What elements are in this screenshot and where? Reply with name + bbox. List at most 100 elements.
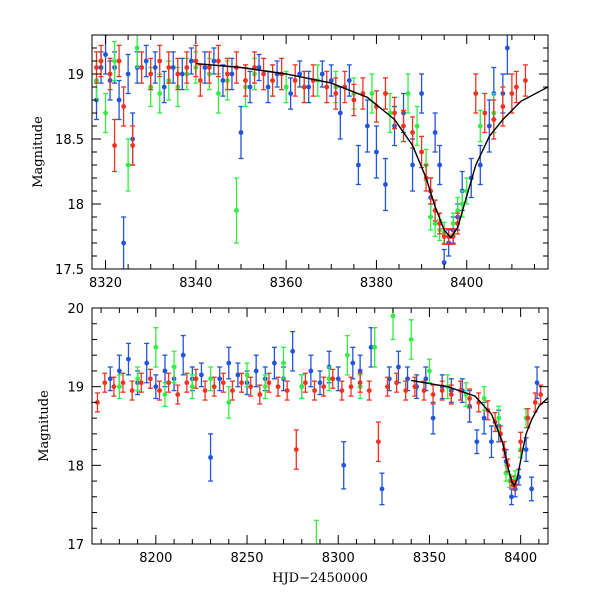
bottom-data-point <box>421 380 427 401</box>
top-data-point <box>382 77 388 110</box>
top-data-point <box>491 99 497 140</box>
top-y-axis-label: Magnitude <box>31 116 46 188</box>
top-data-point <box>152 51 158 84</box>
top-data-point <box>432 112 438 153</box>
top-y-tick-label: 18 <box>67 198 84 213</box>
bottom-data-point <box>271 346 277 380</box>
bottom-data-point <box>226 346 232 380</box>
bottom-data-point <box>239 372 245 393</box>
top-data-point <box>112 40 118 82</box>
bottom-data-point <box>248 376 254 397</box>
top-data-point <box>103 92 109 134</box>
bottom-data-point <box>180 334 186 376</box>
top-data-point <box>143 44 149 78</box>
bottom-data-point <box>509 488 515 506</box>
top-data-point <box>229 57 235 91</box>
bottom-y-tick-label: 19 <box>67 381 84 396</box>
bottom-data-point <box>302 372 308 393</box>
bottom-data-point <box>394 372 400 393</box>
bottom-data-point <box>330 368 336 389</box>
top-data-point <box>175 57 181 91</box>
top-data-point <box>188 47 194 75</box>
top-data-point <box>139 51 145 84</box>
top-data-point <box>292 64 298 97</box>
top-data-point <box>410 116 416 149</box>
bottom-data-point <box>341 441 347 490</box>
bottom-data-point <box>366 380 372 401</box>
bottom-data-point <box>244 362 250 388</box>
top-data-point <box>161 70 167 104</box>
top-data-point <box>206 51 212 84</box>
top-data-point <box>301 70 307 104</box>
bottom-data-point <box>144 342 150 384</box>
bottom-data-point <box>175 384 181 405</box>
bottom-data-point <box>474 429 480 455</box>
bottom-data-point <box>313 519 319 544</box>
top-data-point <box>283 70 289 104</box>
bottom-data-point <box>390 308 396 341</box>
top-panel: 8320 8340 8360 8380 8400 17.5 18 18.5 19 Magnitu… <box>31 34 549 291</box>
top-data-point <box>504 35 510 75</box>
top-data-point <box>270 64 276 97</box>
bottom-data-point <box>94 392 100 413</box>
bottom-data-point <box>162 382 168 407</box>
bottom-data-point <box>339 380 345 401</box>
bottom-data-point <box>220 372 226 393</box>
bottom-data-point <box>235 362 241 388</box>
top-data-point <box>215 44 221 78</box>
bottom-data-point <box>395 350 401 384</box>
top-x-tick-label: 8320 <box>89 276 122 291</box>
top-data-point <box>513 70 519 104</box>
top-data-point <box>98 44 104 78</box>
bottom-y-tick-label: 17 <box>67 538 84 553</box>
top-data-point <box>364 99 370 153</box>
top-data-point <box>473 73 479 114</box>
top-data-point <box>477 109 483 143</box>
bottom-y-tick-label: 20 <box>67 302 84 317</box>
top-data-point <box>197 64 203 97</box>
top-data-point <box>121 86 127 127</box>
top-y-tick-label: 19 <box>67 68 84 83</box>
top-x-tick-label: 8360 <box>270 276 303 291</box>
top-data-point <box>401 109 407 143</box>
bottom-x-tick-label: 8350 <box>413 551 446 566</box>
bottom-data-point <box>348 376 354 397</box>
bottom-data-point <box>166 372 172 393</box>
bottom-data-point <box>135 366 141 392</box>
top-data-point <box>112 118 118 173</box>
top-x-tick-label: 8340 <box>179 276 212 291</box>
bottom-data-point <box>335 366 341 392</box>
bottom-data-point <box>403 380 409 401</box>
bottom-data-point <box>372 327 378 368</box>
top-data-point <box>391 96 397 130</box>
top-data-point <box>369 73 375 114</box>
bottom-data-point <box>529 476 535 502</box>
top-data-point <box>148 57 154 91</box>
bottom-data-point <box>523 437 529 463</box>
bottom-x-tick-label: 8200 <box>139 551 172 566</box>
top-data-point <box>328 64 334 97</box>
top-data-point <box>333 77 339 110</box>
top-data-layer <box>94 35 548 269</box>
top-data-point <box>107 57 113 91</box>
bottom-data-point <box>290 330 296 372</box>
bottom-x-tick-label: 8300 <box>322 551 355 566</box>
bottom-x-axis-label: HJD−2450000 <box>272 571 368 586</box>
top-data-point <box>297 60 303 88</box>
bottom-ticks: 8200 8250 8300 8350 8400 17 18 19 20 <box>67 302 548 566</box>
bottom-data-point <box>266 372 272 393</box>
top-data-point <box>243 64 249 97</box>
top-data-point <box>193 44 199 78</box>
top-data-point <box>134 35 140 69</box>
bottom-data-point <box>125 342 131 376</box>
bottom-data-point <box>262 374 268 400</box>
top-data-point <box>116 79 122 121</box>
top-data-point <box>355 144 361 186</box>
bottom-model-curve <box>411 379 548 488</box>
bottom-data-point <box>293 429 299 470</box>
bottom-data-point <box>116 374 122 400</box>
bottom-data-point <box>357 372 363 393</box>
bottom-data-point <box>202 380 208 401</box>
top-data-point <box>166 51 172 84</box>
